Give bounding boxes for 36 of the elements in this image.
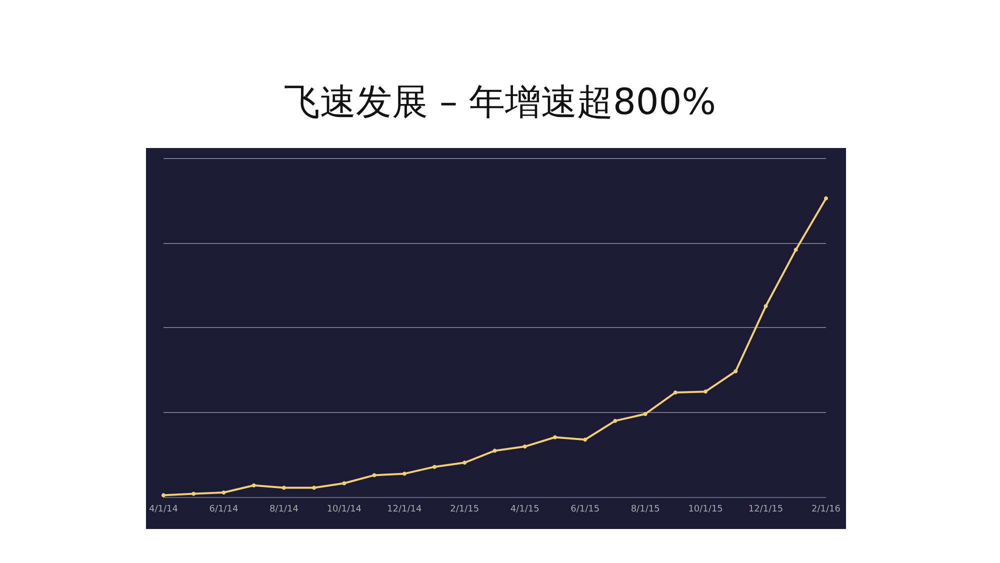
point [222,490,226,495]
point [583,438,588,442]
x-tick-label: 12/1/15 [748,504,784,514]
x-tick-label: 12/1/14 [387,504,422,514]
x-tick-label: 4/1/15 [510,504,540,514]
point [794,248,798,252]
point [402,472,406,476]
point [252,483,256,488]
point [342,481,346,486]
point [764,304,768,308]
point [643,412,648,416]
chart-title: 飞速发展 – 年增速超800% [283,81,717,125]
point [372,473,376,478]
x-tick-label: 10/1/15 [688,504,723,514]
point [613,418,618,423]
point [673,390,678,394]
point [282,486,286,490]
x-tick-label: 6/1/14 [209,504,238,514]
x-tick-label: 8/1/14 [269,504,299,514]
point [522,444,527,449]
x-tick-label: 2/1/15 [450,504,480,514]
point [492,448,497,453]
point [552,435,557,440]
point [161,493,166,498]
point [192,492,196,496]
point [734,369,738,374]
x-tick-label: 10/1/14 [326,504,362,514]
x-tick-label: 4/1/14 [149,504,178,514]
point [432,464,437,469]
x-tick-label: 8/1/15 [630,504,660,514]
x-tick-label: 6/1/15 [570,504,600,514]
x-tick-label: 2/1/16 [812,504,841,514]
point [312,486,316,490]
point [824,196,828,200]
point [462,460,467,465]
point [704,390,708,394]
